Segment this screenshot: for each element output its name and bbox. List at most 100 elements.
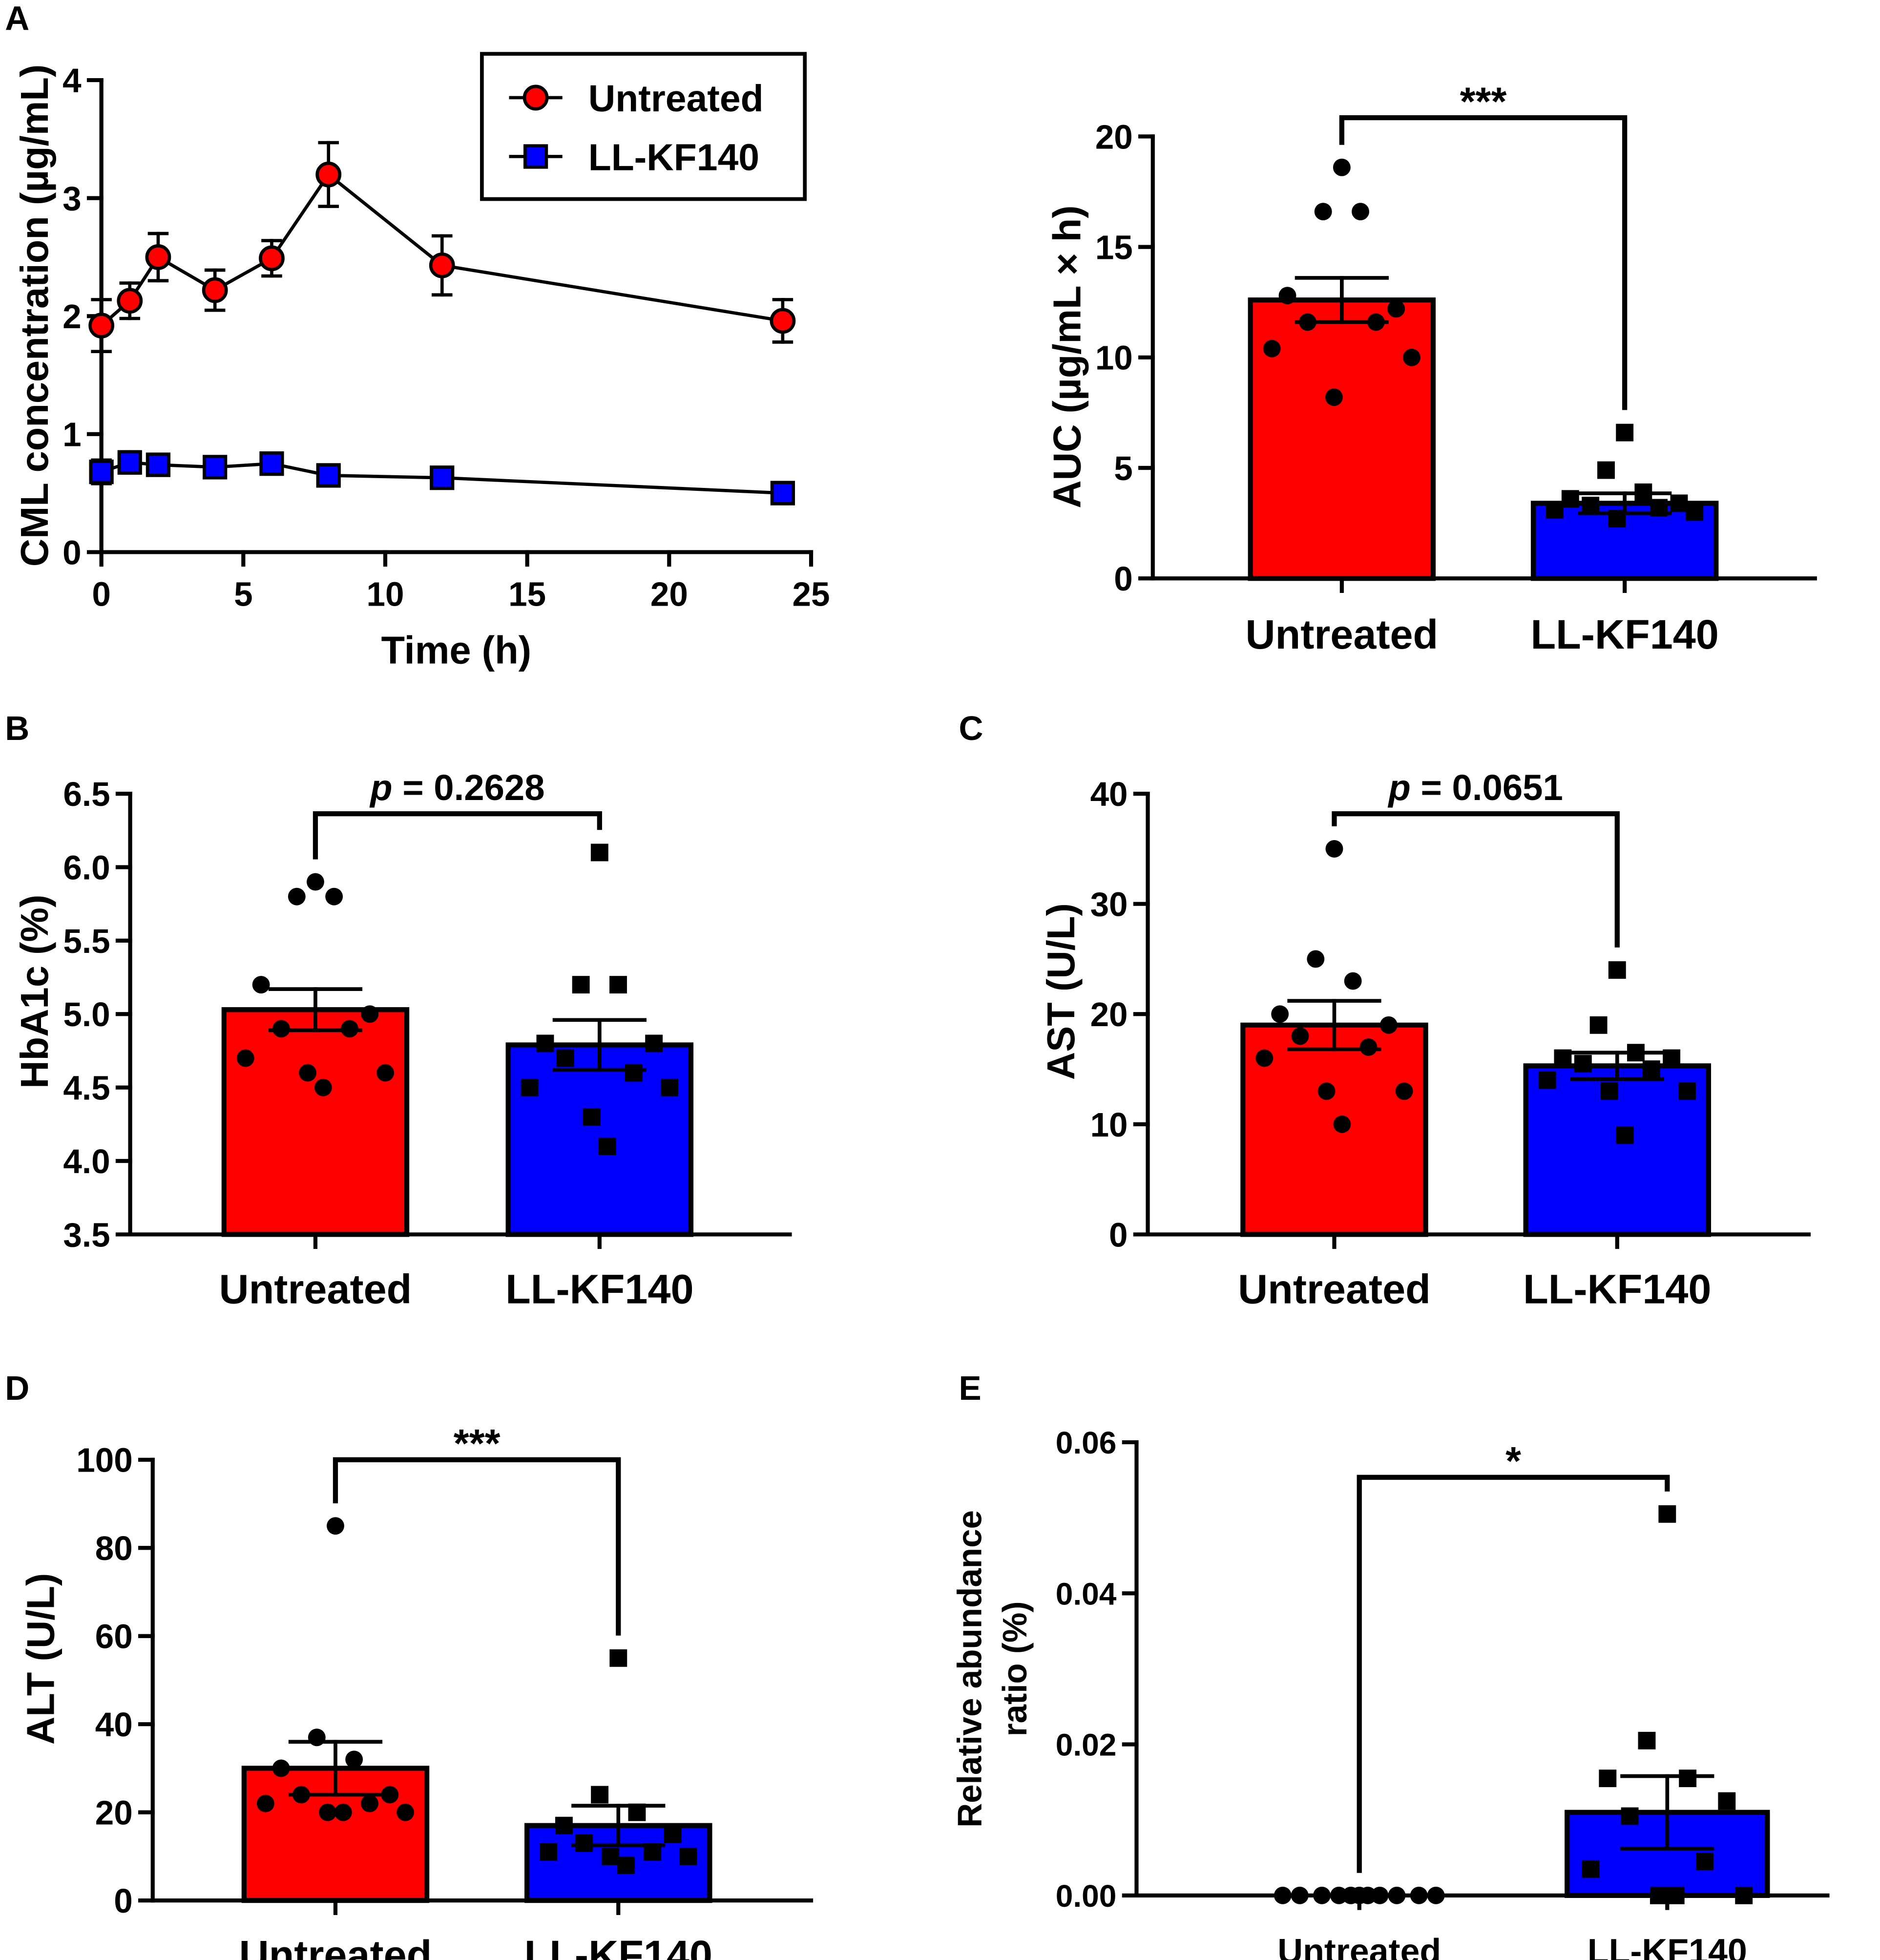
data-point xyxy=(1582,1860,1600,1878)
data-point xyxy=(1307,950,1325,968)
y-axis-title: AUC (µg/mL × h) xyxy=(1045,205,1089,508)
category-label: Untreated xyxy=(1238,1265,1431,1312)
data-point xyxy=(1333,158,1351,176)
y-axis-title: ALT (U/L) xyxy=(19,1573,63,1745)
data-point xyxy=(327,1517,344,1535)
p-rest: = 0.2628 xyxy=(393,767,545,808)
data-point xyxy=(1325,388,1343,406)
legend-label: Untreated xyxy=(588,78,764,120)
panel-auc: 0 5 10 15 20 AUC (µg/mL × h) Untreated LL-KF140… xyxy=(1045,80,1817,657)
y-tick-label: 10 xyxy=(1090,1106,1128,1144)
data-point xyxy=(361,1794,378,1812)
y-axis-title: CML concentration (µg/mL) xyxy=(13,64,56,567)
y-axis-title: AST (U/L) xyxy=(1039,903,1083,1080)
data-point xyxy=(591,1786,609,1804)
y-tick-label: 0 xyxy=(63,533,81,571)
data-point xyxy=(1271,1005,1289,1023)
data-point xyxy=(1574,1054,1592,1073)
data-point xyxy=(272,1759,290,1777)
y-axis-title-text: HbA1c (%) xyxy=(13,894,56,1088)
category-label: Untreated xyxy=(1245,611,1438,657)
x-tick-label: 15 xyxy=(508,575,546,613)
panel-c: C 0 10 20 30 40 AST (U/L) Untreated LL-KF140 p = … xyxy=(959,709,1811,1312)
data-point xyxy=(334,1803,352,1821)
data-point xyxy=(617,1856,635,1874)
data-point xyxy=(661,1078,678,1096)
data-point xyxy=(1735,1886,1753,1904)
data-point xyxy=(256,1794,274,1812)
category-label: LL-KF140 xyxy=(1523,1265,1711,1312)
bar-group-ll-kf140: LL-KF140 xyxy=(1523,961,1711,1312)
data-point xyxy=(1696,1853,1713,1871)
data-point xyxy=(1667,1886,1685,1904)
bracket-line xyxy=(333,1457,621,1636)
data-point xyxy=(1387,300,1405,318)
y-axis-title-text: AST (U/L) xyxy=(1039,903,1083,1080)
data-point xyxy=(1403,348,1420,366)
y-tick-label: 30 xyxy=(1090,885,1128,924)
significance-stars: *** xyxy=(1460,80,1507,124)
data-point xyxy=(252,976,270,994)
panel-letter-c: C xyxy=(959,709,983,747)
bracket-line xyxy=(1357,1475,1670,1873)
data-point xyxy=(307,873,324,891)
y-tick-label: 0.04 xyxy=(1056,1576,1117,1611)
data-point xyxy=(1608,510,1626,528)
bracket-line xyxy=(313,811,602,860)
panel-letter-b: B xyxy=(5,709,29,747)
data-point xyxy=(664,1825,682,1843)
category-label: Untreated xyxy=(239,1932,432,1960)
data-point xyxy=(88,313,115,338)
data-point xyxy=(770,308,796,334)
data-point xyxy=(259,245,285,272)
y-axis-title-text: AUC (µg/mL × h) xyxy=(1045,205,1089,508)
data-point xyxy=(1359,1886,1377,1904)
data-point xyxy=(1344,972,1362,990)
category-label: Untreated xyxy=(219,1265,412,1312)
data-point xyxy=(1342,1886,1360,1904)
data-point xyxy=(1589,1016,1608,1034)
data-point xyxy=(1642,1060,1660,1078)
panel-letter-d: D xyxy=(5,1369,29,1407)
y-tick-label: 10 xyxy=(1095,339,1133,377)
bracket-line xyxy=(1339,115,1628,410)
bar-group-untreated: Untreated xyxy=(1274,1886,1445,1960)
data-point xyxy=(1638,1731,1656,1749)
data-point xyxy=(645,1034,663,1053)
data-point xyxy=(299,1064,316,1082)
data-point xyxy=(272,1020,290,1038)
y-axis-title-text: Relative abundance ratio (%) xyxy=(951,1510,1034,1828)
data-point xyxy=(1608,961,1626,979)
panel-letter-e: E xyxy=(959,1369,981,1407)
significance-bracket: p = 0.2628 xyxy=(313,767,602,860)
data-point xyxy=(583,1108,601,1126)
data-point xyxy=(572,976,590,994)
data-point xyxy=(1670,494,1688,512)
y-tick-label: 6.0 xyxy=(63,848,110,886)
data-point xyxy=(288,887,306,906)
data-point xyxy=(202,277,228,303)
y-axis-title: Relative abundance ratio (%) xyxy=(951,1510,1034,1828)
data-point xyxy=(1582,497,1600,514)
data-point xyxy=(590,843,608,862)
y-tick-label: 4.5 xyxy=(63,1069,110,1107)
data-point xyxy=(117,288,143,314)
data-point xyxy=(1546,501,1564,519)
data-point xyxy=(602,1847,620,1865)
x-tick-label: 0 xyxy=(92,575,110,613)
data-point xyxy=(609,976,627,994)
p-value: p = 0.2628 xyxy=(369,767,544,808)
y-tick-label: 4.0 xyxy=(63,1142,110,1180)
data-point xyxy=(308,1728,326,1747)
y-tick-label: 0 xyxy=(114,1882,132,1920)
data-point xyxy=(536,1034,554,1053)
bar-group-untreated: Untreated xyxy=(1245,158,1438,657)
p-symbol: p xyxy=(1387,767,1410,808)
data-point xyxy=(1658,1505,1676,1523)
data-point xyxy=(1388,1886,1406,1904)
data-point xyxy=(292,1786,310,1804)
significance-bracket: p = 0.0651 xyxy=(1332,767,1620,948)
data-point xyxy=(381,1786,399,1804)
bar-group-ll-kf140: LL-KF140 xyxy=(1565,1505,1770,1960)
data-point xyxy=(609,1649,627,1667)
